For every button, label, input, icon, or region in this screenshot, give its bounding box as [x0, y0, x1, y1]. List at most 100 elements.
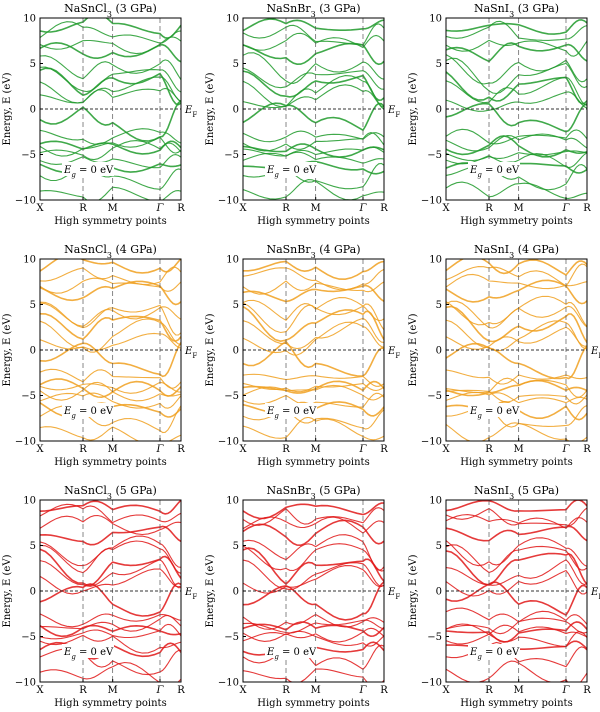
y-tick-label: −10 — [421, 678, 442, 689]
band-line — [40, 503, 181, 524]
y-tick-label: 5 — [233, 300, 239, 311]
x-tick-label: R — [79, 203, 87, 214]
x-tick-label: Γ — [156, 685, 165, 696]
band-line — [243, 52, 384, 84]
band-line — [446, 514, 587, 529]
x-axis-label: High symmetry points — [460, 216, 572, 227]
band-line — [446, 319, 587, 352]
fermi-level-label: EF — [184, 587, 197, 601]
x-tick-label: R — [380, 203, 388, 214]
band-line — [446, 181, 587, 199]
band-line — [243, 627, 384, 643]
x-tick-label: R — [485, 203, 493, 214]
y-tick-label: 0 — [233, 346, 239, 357]
y-tick-label: 5 — [436, 541, 442, 552]
y-tick-label: 5 — [30, 59, 36, 70]
y-tick-label: −5 — [224, 391, 239, 402]
x-tick-label: R — [380, 444, 388, 455]
x-axis-label: High symmetry points — [257, 216, 369, 227]
y-axis-label: Energy, E (eV) — [2, 554, 13, 627]
y-tick-label: 10 — [226, 14, 239, 25]
y-tick-label: −5 — [427, 391, 442, 402]
y-tick-label: 10 — [23, 255, 36, 266]
panel-title: NaSnBr3 (3 GPa) — [266, 2, 360, 19]
band-line — [243, 267, 384, 291]
band-line — [446, 152, 587, 169]
band-gap-label: Eg = 0 eV — [469, 406, 520, 420]
x-tick-label: M — [108, 203, 118, 214]
x-tick-label: M — [514, 444, 524, 455]
y-axis-label: Energy, E (eV) — [2, 313, 13, 386]
y-tick-label: 10 — [226, 496, 239, 507]
y-tick-label: 10 — [23, 496, 36, 507]
y-tick-label: −10 — [218, 437, 239, 448]
fermi-level-label: EF — [387, 346, 400, 360]
x-axis-label: High symmetry points — [257, 457, 369, 468]
band-line — [446, 537, 587, 567]
band-line — [243, 534, 384, 571]
band-panel: NaSnCl3 (4 GPa) 10 5 0 −5 −10X R M Γ R High symmet… — [2, 243, 197, 468]
x-tick-label: R — [282, 203, 290, 214]
band-line — [40, 318, 181, 353]
band-line — [40, 568, 181, 595]
y-tick-label: −5 — [21, 150, 36, 161]
y-tick-label: 0 — [233, 587, 239, 598]
band-gap-label: Eg = 0 eV — [63, 406, 114, 420]
x-tick-label: M — [311, 685, 321, 696]
y-axis-label: Energy, E (eV) — [205, 554, 216, 627]
y-tick-label: −10 — [15, 196, 36, 207]
band-line — [40, 280, 181, 306]
x-tick-label: Γ — [562, 203, 571, 214]
y-tick-label: −10 — [15, 437, 36, 448]
x-tick-label: Γ — [156, 203, 165, 214]
band-line — [40, 368, 181, 389]
band-line — [446, 379, 587, 397]
x-tick-label: X — [239, 444, 247, 455]
panel-title: NaSnI3 (4 GPa) — [474, 243, 559, 260]
x-axis-label: High symmetry points — [257, 698, 369, 709]
y-axis-label: Energy, E (eV) — [408, 72, 419, 145]
band-line — [243, 516, 384, 534]
band-panel: NaSnBr3 (4 GPa) 10 5 0 −5 −10X R M Γ R High symmet… — [205, 243, 400, 468]
x-tick-label: R — [380, 685, 388, 696]
fermi-level-label: EF — [590, 346, 600, 360]
y-tick-label: 10 — [23, 14, 36, 25]
band-line — [40, 128, 181, 145]
y-tick-label: 0 — [436, 346, 442, 357]
y-axis-label: Energy, E (eV) — [408, 554, 419, 627]
band-line — [40, 514, 181, 536]
bands-group — [243, 502, 384, 682]
y-tick-label: 10 — [429, 255, 442, 266]
band-line — [40, 548, 181, 587]
y-tick-label: 0 — [30, 587, 36, 598]
x-tick-label: R — [583, 685, 591, 696]
band-line — [446, 150, 587, 162]
panel-title: NaSnCl3 (5 GPa) — [64, 484, 157, 501]
band-panel: NaSnI3 (4 GPa) 10 5 0 −5 −10X R M Γ R High symmetr… — [408, 243, 600, 468]
band-panel: NaSnCl3 (3 GPa) 10 5 0 −5 −10X R M Γ R High symmet… — [2, 2, 197, 227]
y-tick-label: 0 — [30, 346, 36, 357]
fermi-level-label: EF — [387, 587, 400, 601]
band-line — [40, 18, 181, 39]
x-tick-label: X — [36, 203, 44, 214]
y-tick-label: 5 — [30, 300, 36, 311]
band-panel: NaSnBr3 (3 GPa) 10 5 0 −5 −10X R M Γ R High symmet… — [205, 2, 400, 227]
y-tick-label: 5 — [436, 300, 442, 311]
band-line — [243, 382, 384, 393]
band-gap-label: Eg = 0 eV — [469, 165, 520, 179]
y-tick-label: 10 — [429, 496, 442, 507]
band-line — [243, 23, 384, 46]
band-line — [446, 135, 587, 158]
band-line — [40, 87, 181, 104]
y-tick-label: 5 — [233, 541, 239, 552]
band-gap-label: Eg = 0 eV — [63, 647, 114, 661]
y-axis-label: Energy, E (eV) — [205, 72, 216, 145]
band-line — [40, 535, 181, 568]
y-tick-label: 5 — [30, 541, 36, 552]
x-axis-label: High symmetry points — [54, 698, 166, 709]
band-line — [243, 317, 384, 350]
x-tick-label: M — [108, 444, 118, 455]
x-axis-label: High symmetry points — [460, 457, 572, 468]
x-tick-label: M — [108, 685, 118, 696]
band-gap-label: Eg = 0 eV — [266, 647, 317, 661]
